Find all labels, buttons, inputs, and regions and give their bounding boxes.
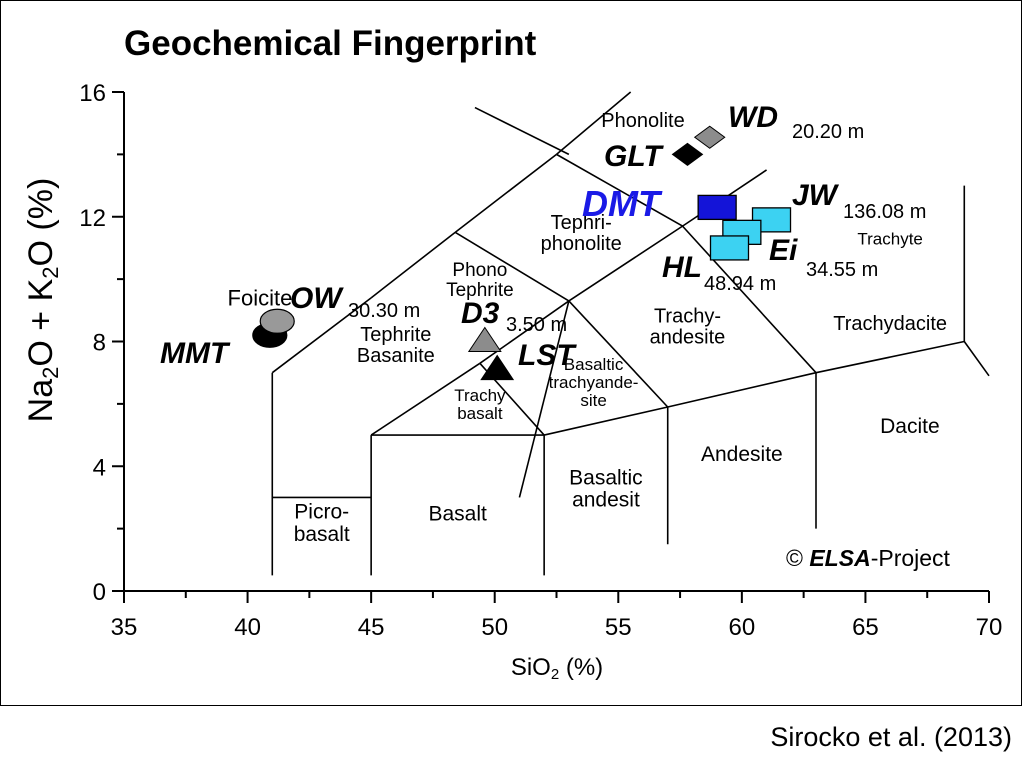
sample-label-d3: D3	[461, 297, 500, 330]
marker-ow	[259, 308, 295, 334]
sample-label-hl: HL	[662, 251, 702, 284]
field-label: Foicite	[228, 286, 293, 311]
x-tick-label: 60	[729, 614, 756, 641]
field-boundary	[568, 225, 683, 302]
field-boundary	[370, 231, 456, 299]
marker-hl	[709, 235, 750, 261]
sample-label-wd: WD	[728, 101, 778, 134]
x-tick-label: 45	[358, 614, 385, 641]
credit-text: Sirocko et al. (2013)	[770, 722, 1012, 752]
sample-depth-jw: 136.08 m	[843, 201, 926, 223]
field-label: andesite	[650, 326, 726, 348]
field-label: basalt	[294, 523, 350, 546]
field-boundary	[479, 300, 570, 364]
field-boundary	[681, 225, 817, 374]
field-label: trachyande-	[549, 373, 639, 392]
figure-frame	[0, 0, 1022, 706]
field-label: Trachy-	[654, 305, 721, 327]
field-boundary	[543, 406, 668, 436]
field-boundary	[963, 341, 990, 377]
sample-depth-wd: 20.20 m	[792, 121, 864, 143]
marker-dmt	[697, 194, 737, 221]
field-boundary	[555, 91, 632, 155]
sample-depth-d3: 3.50 m	[506, 314, 567, 336]
field-label: Tephri-	[551, 212, 612, 234]
field-label: Basaltic	[569, 466, 643, 489]
field-boundary	[667, 371, 817, 408]
field-boundary	[815, 340, 965, 374]
field-label: Tephrite	[446, 280, 514, 301]
field-label: site	[580, 391, 606, 410]
field-label: Basaltic	[564, 355, 624, 374]
field-label: phonolite	[541, 233, 622, 255]
field-boundary	[370, 362, 481, 436]
field-label: basalt	[457, 404, 503, 423]
field-label: Trachy	[454, 386, 506, 405]
x-tick-label: 50	[481, 614, 508, 641]
marker-glt	[671, 142, 704, 166]
field-label: Trachyte	[857, 230, 923, 249]
field-boundary	[454, 231, 570, 302]
field-boundary	[556, 153, 683, 227]
x-tick-label: 40	[234, 614, 261, 641]
field-label: Andesite	[701, 443, 783, 466]
x-tick-label: 65	[852, 614, 879, 641]
field-label: Dacite	[880, 415, 940, 438]
x-tick-label: 70	[976, 614, 1003, 641]
sample-label-mmt: MMT	[160, 337, 231, 370]
field-label: Phonolite	[601, 110, 684, 132]
field-label: Phono	[452, 260, 507, 281]
x-tick-label: 35	[111, 614, 138, 641]
y-tick-label: 16	[79, 80, 106, 107]
field-label: Basalt	[428, 502, 487, 525]
field-boundary	[454, 153, 557, 233]
sample-depth-hl: 48.94 m	[704, 273, 776, 295]
y-axis-label: Na2O + K2O (%)	[22, 178, 63, 423]
y-tick-label: 0	[93, 579, 106, 606]
sample-depth-ei: 34.55 m	[806, 259, 878, 281]
sample-label-ei: Ei	[769, 234, 798, 267]
tas-diagram: Geochemical Fingerprint 35 40 45 50 55 60 65 70 0…	[22, 24, 1003, 683]
marker-lst	[480, 354, 515, 381]
sample-label-dmt: DMT	[582, 183, 663, 224]
sample-label-jw: JW	[792, 179, 840, 212]
sample-label-ow: OW	[290, 282, 344, 315]
copyright-text: © ELSA-Project	[786, 545, 951, 571]
field-label: Tephrite	[360, 324, 431, 346]
field-label: Basanite	[357, 345, 435, 367]
sample-label-lst: LST	[518, 339, 577, 372]
field-boundary	[271, 297, 372, 374]
field-boundary	[474, 106, 570, 156]
sample-label-glt: GLT	[604, 140, 664, 173]
field-label: Trachydacite	[833, 313, 947, 335]
y-tick-label: 4	[93, 454, 106, 481]
field-label: Picro-	[294, 501, 349, 524]
x-axis-label: SiO2 (%)	[511, 654, 603, 683]
field-label: andesit	[572, 488, 640, 511]
y-tick-label: 12	[79, 205, 106, 232]
marker-wd	[693, 125, 726, 149]
y-tick-label: 8	[93, 330, 106, 357]
sample-depth-ow: 30.30 m	[348, 300, 420, 322]
x-tick-label: 55	[605, 614, 632, 641]
chart-title: Geochemical Fingerprint	[124, 24, 537, 63]
field-boundary	[518, 300, 570, 498]
marker-d3	[467, 326, 502, 352]
field-boundary	[568, 300, 669, 408]
